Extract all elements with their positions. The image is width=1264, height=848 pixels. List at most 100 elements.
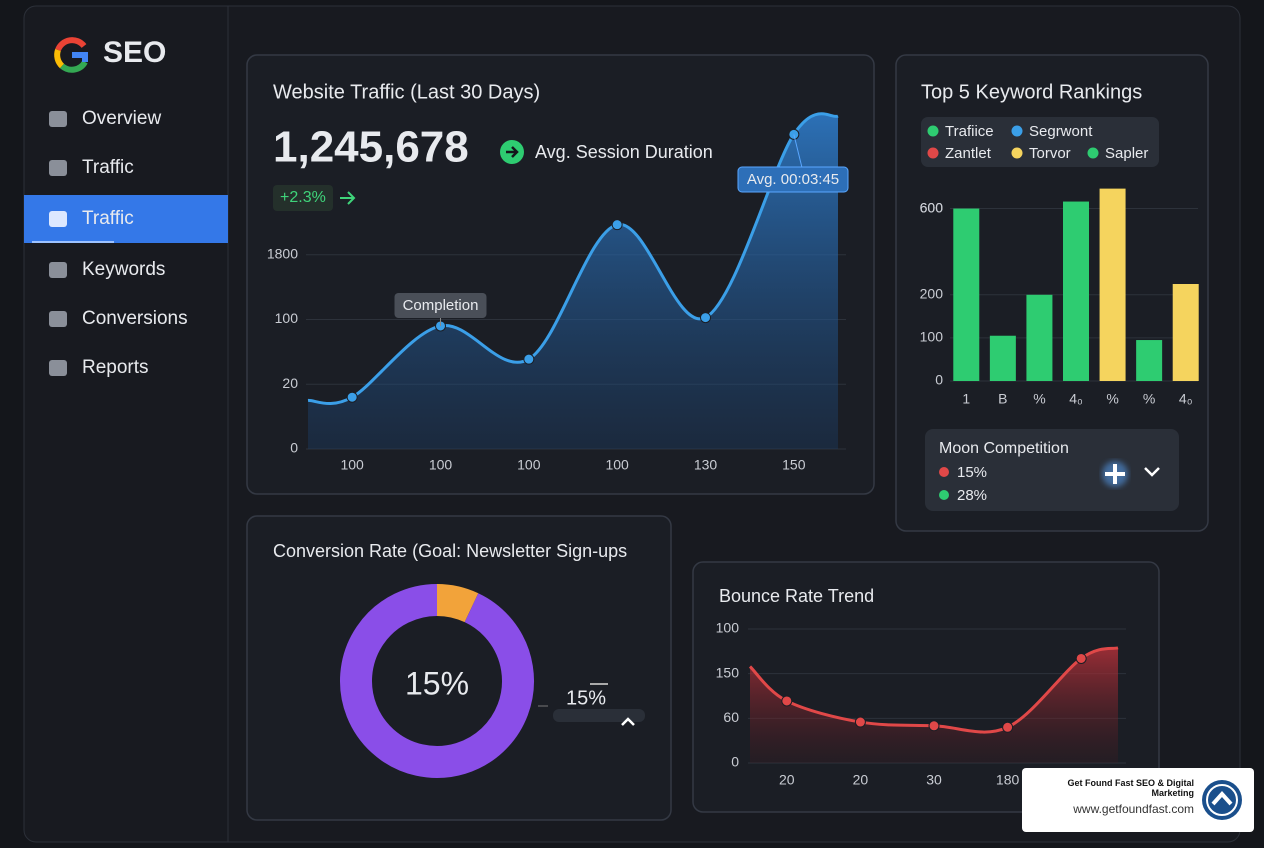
legend-swatch: [1011, 147, 1023, 159]
change-arrow: [340, 191, 356, 205]
bar: [1099, 188, 1126, 381]
x-tick-label: 20: [853, 772, 869, 788]
card-title: Website Traffic (Last 30 Days): [273, 81, 540, 103]
nav-icon: [49, 360, 67, 376]
point: [700, 312, 711, 324]
conversion-card: [246, 515, 672, 821]
x-tick-label: 180: [996, 772, 1020, 788]
x-tick-label: 1: [962, 391, 970, 407]
point: [781, 695, 793, 707]
expand-button[interactable]: [1144, 467, 1160, 477]
kpi-label: Avg. Session Duration: [535, 142, 713, 162]
annotation: Avg. 00:03:45: [747, 171, 839, 188]
y-tick-label: 100: [275, 310, 299, 326]
footer-badge[interactable]: Get Found Fast SEO & Digital Marketing w…: [1022, 768, 1254, 832]
nav-item[interactable]: Conversions: [82, 308, 188, 329]
legend-swatch: [927, 147, 939, 159]
y-tick-label: 100: [716, 620, 740, 636]
legend-box: [921, 117, 1159, 167]
y-tick-label: 150: [716, 664, 740, 680]
kpi-value: 1,245,678: [273, 123, 469, 172]
y-tick-label: 600: [920, 199, 944, 215]
bar: [989, 335, 1016, 381]
collapse-button[interactable]: [621, 717, 635, 726]
logo: [54, 37, 88, 73]
panel-item: 15%: [957, 464, 987, 481]
legend-label: Sapler: [1105, 145, 1148, 162]
legend-swatch: [1087, 147, 1099, 159]
x-tick-label: 4₀: [1069, 391, 1083, 407]
x-tick-label: B: [998, 391, 1007, 407]
y-tick-label: 100: [920, 329, 944, 345]
bar: [1063, 201, 1089, 381]
point: [1002, 721, 1014, 733]
y-tick-label: 60: [723, 709, 739, 725]
annotation: Completion: [403, 297, 479, 314]
nav-icon: [49, 262, 67, 278]
bar: [1026, 294, 1053, 381]
nav-item[interactable]: Overview: [82, 108, 161, 129]
card-title: Conversion Rate (Goal: Newsletter Sign-u…: [273, 541, 627, 561]
y-tick-label: 1800: [267, 245, 298, 261]
bar: [953, 208, 980, 381]
legend-label: Zantlet: [945, 145, 992, 162]
nav-icon: [49, 211, 67, 227]
side-pill: [553, 709, 645, 722]
nav-item[interactable]: Keywords: [82, 259, 165, 280]
nav-icon: [49, 160, 67, 176]
nav: Overview Traffic Traffic Keywords Conversion…: [49, 108, 188, 378]
donut-side-label: 15%: [566, 687, 606, 709]
card-title: Top 5 Keyword Rankings: [921, 81, 1142, 103]
x-tick-label: %: [1033, 391, 1045, 407]
y-tick-label: 0: [935, 372, 943, 388]
point: [523, 353, 535, 365]
url: www.getfoundfast.com: [1073, 802, 1194, 816]
y-tick-label: 600: [920, 199, 944, 215]
y-tick-label: 0: [290, 440, 298, 456]
legend-swatch: [927, 125, 939, 137]
point: [928, 720, 940, 732]
annotation-box: [737, 166, 849, 193]
legend-label: Trafiice: [945, 123, 994, 140]
bar: [1136, 340, 1163, 381]
card-title: Bounce Rate Trend: [719, 586, 874, 606]
x-tick-label: 20: [779, 772, 795, 788]
nav-item[interactable]: Traffic: [82, 208, 134, 229]
change-badge: [273, 185, 333, 211]
company-logo: [1202, 780, 1242, 820]
x-tick-label: 4₀: [1179, 391, 1193, 407]
y-tick-label: 20: [282, 375, 298, 391]
nav-icon: [49, 111, 67, 127]
nav-item[interactable]: Traffic: [82, 157, 134, 178]
y-tick-label: 0: [731, 754, 739, 770]
point: [346, 391, 358, 403]
donut-center-label: 15%: [405, 665, 469, 701]
x-tick-label: 30: [926, 772, 942, 788]
point: [611, 219, 623, 231]
y-tick-label: 200: [920, 285, 944, 301]
legend-swatch: [1011, 125, 1023, 137]
company: Get Found Fast SEO & Digital Marketing: [1067, 778, 1194, 798]
annotation-box: [394, 293, 487, 318]
x-tick-label: 100: [517, 457, 541, 473]
panel-title: Moon Competition: [939, 440, 1069, 457]
annotation-line: [793, 134, 803, 168]
x-tick-label: 130: [694, 457, 718, 473]
legend-label: Torvor: [1029, 145, 1071, 162]
competition-panel: [925, 429, 1179, 511]
bar: [1172, 284, 1199, 381]
x-tick-label: %: [1106, 391, 1118, 407]
area: [750, 647, 1118, 763]
kpi-arrow: [506, 146, 519, 158]
legend-label: Segrwont: [1029, 123, 1093, 140]
add-button[interactable]: [1105, 464, 1125, 484]
panel-item: 28%: [957, 487, 987, 504]
x-tick-label: 100: [429, 457, 453, 473]
x-tick-label: %: [1143, 391, 1155, 407]
point: [1075, 652, 1087, 664]
nav-item[interactable]: Reports: [82, 357, 149, 378]
point: [854, 716, 866, 728]
x-tick-label: 150: [782, 457, 806, 473]
